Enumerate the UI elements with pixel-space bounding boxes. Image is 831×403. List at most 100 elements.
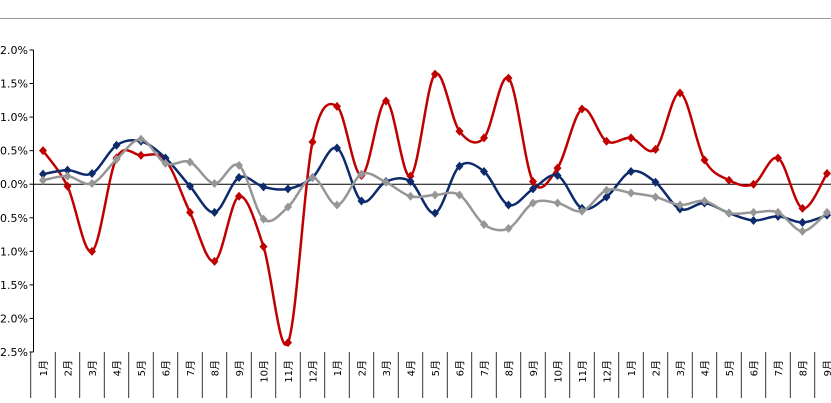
y-tick-label: -1.5% <box>0 279 28 292</box>
y-tick-label: 2.0% <box>0 44 28 57</box>
data-point <box>553 198 562 208</box>
data-point <box>308 173 317 183</box>
data-point <box>186 207 194 217</box>
data-point <box>823 168 831 178</box>
data-point <box>431 208 439 218</box>
data-point <box>725 175 733 185</box>
data-point <box>235 191 243 201</box>
x-tick-label: 10月 <box>259 360 271 383</box>
x-tick-label: 12月 <box>308 360 320 383</box>
x-tick-label: 3月 <box>381 360 393 376</box>
data-point <box>823 207 831 217</box>
data-point <box>676 200 684 210</box>
data-point <box>88 179 96 189</box>
data-point <box>406 191 415 201</box>
data-point <box>284 184 292 194</box>
data-point <box>186 181 194 191</box>
data-point <box>651 177 660 187</box>
y-tick-label: -1.0% <box>0 245 28 258</box>
data-point <box>357 196 366 206</box>
data-point <box>259 214 268 224</box>
x-tick-label: 9月 <box>528 360 540 376</box>
x-tick-label: 5月 <box>430 360 442 376</box>
data-point <box>651 144 660 154</box>
data-point <box>480 166 488 176</box>
y-tick-label: 0.0% <box>0 178 28 191</box>
data-point <box>676 88 684 98</box>
data-point <box>161 158 170 168</box>
data-point <box>284 338 292 348</box>
y-tick-label: -0.5% <box>0 212 28 225</box>
data-point <box>627 188 635 198</box>
x-tick-label: 2月 <box>63 360 75 376</box>
x-tick-label: 4月 <box>406 360 418 376</box>
data-point <box>259 242 268 252</box>
data-point <box>602 192 611 202</box>
data-point <box>749 215 758 225</box>
data-point <box>602 136 611 146</box>
x-tick-label: 7月 <box>773 360 785 376</box>
data-point <box>210 256 219 266</box>
data-point <box>137 134 145 144</box>
data-point <box>553 163 562 173</box>
x-tick-label: 5月 <box>724 360 736 376</box>
data-point <box>259 182 268 192</box>
data-point <box>504 224 513 234</box>
data-point <box>455 190 464 200</box>
data-point <box>112 140 121 150</box>
data-point <box>749 179 758 189</box>
data-point <box>210 207 219 217</box>
x-tick-label: 4月 <box>700 360 712 376</box>
data-point <box>88 246 96 256</box>
data-point <box>431 190 439 200</box>
data-point <box>235 160 243 170</box>
x-tick-label: 1月 <box>38 360 50 376</box>
data-point <box>651 192 660 202</box>
data-point <box>529 177 537 187</box>
data-point <box>333 200 341 210</box>
data-point <box>553 170 562 180</box>
data-point <box>333 101 341 111</box>
data-point <box>284 202 292 212</box>
x-tick-label: 12月 <box>602 360 614 383</box>
data-point <box>627 166 635 176</box>
data-point <box>627 133 635 143</box>
data-point <box>504 200 513 210</box>
x-tick-label: 10月 <box>553 360 565 383</box>
x-tick-label: 11月 <box>577 360 589 383</box>
x-tick-label: 7月 <box>479 360 491 376</box>
x-tick-label: 6月 <box>161 360 173 376</box>
data-point <box>406 177 415 187</box>
data-point <box>382 177 390 187</box>
data-point <box>39 175 47 185</box>
data-point <box>63 165 72 175</box>
x-tick-label: 5月 <box>136 360 148 376</box>
data-point <box>798 203 807 213</box>
data-point <box>578 206 586 216</box>
data-point <box>578 104 586 114</box>
y-tick-label: 1.0% <box>0 111 28 124</box>
x-tick-label: 1月 <box>626 360 638 376</box>
data-point <box>39 169 47 179</box>
x-tick-label: 3月 <box>675 360 687 376</box>
data-point <box>700 155 709 165</box>
data-point <box>333 143 341 153</box>
data-point <box>235 173 243 183</box>
x-tick-label: 3月 <box>87 360 99 376</box>
y-tick-label: -2.5% <box>0 346 28 359</box>
y-tick-label: -2.0% <box>0 312 28 325</box>
x-tick-label: 11月 <box>283 360 295 383</box>
data-point <box>749 207 758 217</box>
data-point <box>480 219 488 229</box>
data-point <box>480 133 488 143</box>
data-point <box>455 161 464 171</box>
x-tick-label: 1月 <box>332 360 344 376</box>
data-point <box>798 226 807 236</box>
data-point <box>774 153 782 163</box>
data-point <box>137 150 145 160</box>
data-point <box>774 207 782 217</box>
x-tick-label: 2月 <box>651 360 663 376</box>
data-point <box>602 185 611 195</box>
data-point <box>88 168 96 178</box>
